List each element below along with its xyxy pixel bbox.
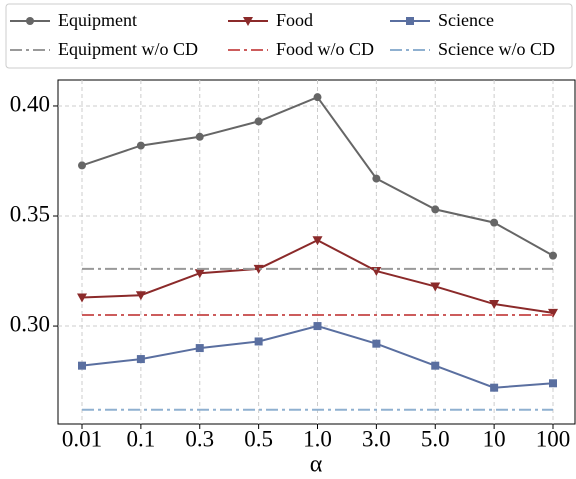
- point: [195, 344, 204, 353]
- legend-label: Science w/o CD: [438, 39, 555, 59]
- point: [77, 293, 87, 303]
- point: [371, 267, 382, 277]
- x-tick-label: 0.5: [244, 426, 273, 451]
- x-tick-label: 0.3: [185, 426, 214, 451]
- x-tick-label: 10: [483, 426, 506, 451]
- point: [372, 339, 381, 348]
- point: [254, 337, 263, 346]
- point: [490, 218, 499, 227]
- point: [312, 236, 323, 246]
- point: [372, 174, 381, 183]
- x-tick-label: 1.0: [303, 426, 332, 451]
- point: [549, 251, 557, 260]
- legend-label: Food: [276, 10, 313, 30]
- point: [135, 291, 146, 301]
- point: [313, 93, 322, 102]
- x-tick-label: 5.0: [421, 426, 450, 451]
- point: [549, 379, 557, 388]
- legend-label: Science: [438, 10, 494, 30]
- point: [136, 355, 145, 364]
- point: [136, 141, 145, 150]
- y-tick-label: 0.30: [10, 311, 50, 336]
- point: [78, 161, 86, 170]
- x-tick-label: 0.1: [127, 426, 156, 451]
- legend-label: Equipment w/o CD: [58, 39, 198, 59]
- x-tick-label: 3.0: [362, 426, 391, 451]
- legend-label: Equipment: [58, 10, 137, 30]
- point: [548, 308, 558, 318]
- x-axis-label: α: [310, 452, 323, 478]
- point: [78, 361, 86, 370]
- legend-label: Food w/o CD: [276, 39, 374, 59]
- x-tick-label: 100: [536, 426, 571, 451]
- point: [431, 205, 440, 214]
- y-tick-label: 0.35: [10, 201, 50, 226]
- point: [194, 269, 205, 279]
- series-line: [81, 95, 554, 257]
- point: [406, 17, 414, 25]
- point: [243, 17, 253, 26]
- point: [431, 361, 440, 370]
- point: [430, 282, 441, 292]
- y-tick-label: 0.40: [10, 91, 50, 116]
- x-tick-label: 0.01: [62, 426, 102, 451]
- point: [489, 300, 500, 310]
- point: [253, 264, 264, 274]
- legend-box: [5, 3, 573, 69]
- plot-frame: [57, 79, 576, 425]
- point: [490, 383, 499, 392]
- point: [254, 117, 263, 126]
- point: [313, 322, 322, 331]
- point: [26, 17, 34, 25]
- point: [195, 132, 204, 141]
